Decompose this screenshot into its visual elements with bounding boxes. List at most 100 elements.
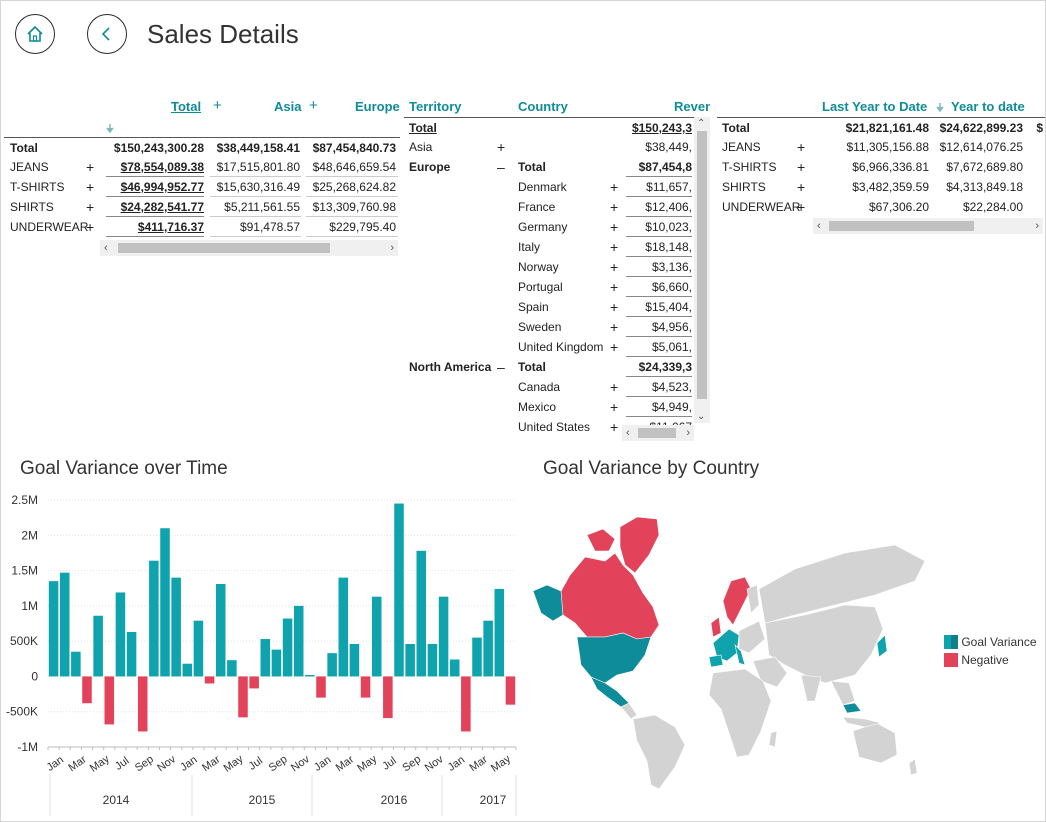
bar[interactable] (416, 550, 427, 677)
ytd-matrix-hscroll[interactable]: ‹ › (813, 218, 1043, 234)
bar[interactable] (505, 676, 516, 705)
scroll-thumb[interactable] (638, 428, 676, 438)
map-region-malaysia[interactable] (842, 702, 862, 714)
bar[interactable] (494, 588, 505, 677)
territory-matrix-hscroll[interactable]: ‹ › (622, 425, 694, 441)
map-region-central-america[interactable] (620, 702, 638, 720)
bar[interactable] (160, 528, 170, 677)
bar[interactable] (260, 639, 271, 677)
table-row[interactable]: France + $12,406, (404, 197, 710, 217)
bar[interactable] (48, 581, 59, 677)
expand-row-icon[interactable]: + (86, 159, 95, 175)
sort-arrow-icon[interactable] (936, 103, 944, 112)
expand-country-icon[interactable]: + (610, 419, 619, 435)
map-region-new-zealand[interactable] (908, 758, 918, 776)
scroll-left-icon[interactable]: ‹ (817, 220, 821, 232)
scroll-left-icon[interactable]: ‹ (104, 242, 108, 254)
expand-country-icon[interactable]: + (610, 279, 619, 295)
bar[interactable] (449, 659, 460, 677)
sort-arrow-icon[interactable] (106, 124, 114, 133)
goal-variance-map[interactable] (525, 505, 935, 795)
table-row[interactable]: Portugal + $6,660, (404, 277, 710, 297)
map-region-asia[interactable] (764, 604, 884, 684)
scroll-left-icon[interactable]: ‹ (626, 427, 630, 439)
bar[interactable] (472, 637, 482, 677)
expand-country-icon[interactable]: + (610, 219, 619, 235)
bar[interactable] (349, 643, 360, 677)
bar[interactable] (461, 676, 471, 732)
bar[interactable] (115, 592, 126, 677)
scroll-up-icon[interactable]: ⌃ (697, 118, 706, 129)
expand-row-icon[interactable]: + (86, 199, 95, 215)
bar[interactable] (249, 676, 259, 689)
table-row[interactable]: UNDERWEAR + $411,716.37 $91,478.57 $229,… (4, 217, 400, 237)
table-row[interactable]: SHIRTS + $3,482,359.59 $4,313,849.18 (717, 177, 1045, 197)
column-header-revenue[interactable]: Reven (674, 99, 710, 114)
bar[interactable] (360, 676, 371, 698)
expand-country-icon[interactable]: + (610, 299, 619, 315)
bar[interactable] (483, 620, 493, 677)
expand-row-icon[interactable]: + (797, 139, 806, 155)
expand-territory-icon[interactable]: – (497, 359, 505, 375)
expand-country-icon[interactable]: + (610, 239, 619, 255)
bar[interactable] (383, 676, 393, 719)
bar[interactable] (149, 560, 159, 677)
expand-total-icon[interactable]: + (213, 97, 222, 114)
legend-item[interactable]: Goal Variance (944, 635, 1037, 653)
bar[interactable] (182, 663, 193, 677)
map-region-alaska[interactable] (532, 584, 564, 622)
map-region-middle-east[interactable] (752, 656, 788, 688)
table-row[interactable]: Asia + $38,449, (404, 137, 710, 157)
map-region-madagascar[interactable] (768, 730, 778, 748)
table-row[interactable]: JEANS + $11,305,156.88 $12,614,076.25 (717, 137, 1045, 157)
table-row[interactable]: Germany + $10,023, (404, 217, 710, 237)
map-region-india[interactable] (800, 674, 822, 702)
expand-country-icon[interactable]: + (610, 179, 619, 195)
column-header-year-to-date[interactable]: Year to date (951, 99, 1025, 114)
table-row[interactable]: T-SHIRTS + $6,966,336.81 $7,672,689.80 (717, 157, 1045, 177)
scroll-right-icon[interactable]: › (1035, 220, 1039, 232)
expand-country-icon[interactable]: + (610, 199, 619, 215)
expand-country-icon[interactable]: + (610, 319, 619, 335)
map-region-spain[interactable] (708, 654, 724, 668)
bar[interactable] (71, 651, 81, 677)
map-region-southeast-asia[interactable] (830, 680, 856, 706)
expand-territory-icon[interactable]: + (497, 139, 506, 155)
table-row[interactable]: UNDERWEAR + $67,306.20 $22,284.00 (717, 197, 1045, 217)
bar[interactable] (238, 676, 248, 718)
table-row[interactable]: North America – Total $24,339,3 (404, 357, 710, 377)
column-header-last-year-to-date[interactable]: Last Year to Date (822, 99, 928, 114)
map-region-uk[interactable] (710, 616, 722, 638)
expand-row-icon[interactable]: + (797, 159, 806, 175)
table-row[interactable]: SHIRTS + $24,282,541.77 $5,211,561.55 $1… (4, 197, 400, 217)
back-button[interactable] (87, 14, 127, 54)
map-region-united-states[interactable] (576, 632, 652, 684)
expand-country-icon[interactable]: + (610, 259, 619, 275)
map-region-south-america[interactable] (632, 714, 686, 790)
map-region-scandinavia[interactable] (722, 576, 752, 626)
bar[interactable] (59, 572, 70, 677)
column-header-europe[interactable]: Europe (355, 99, 400, 114)
expand-asia-icon[interactable]: + (309, 97, 318, 114)
table-row[interactable]: Italy + $18,148, (404, 237, 710, 257)
bar[interactable] (405, 643, 415, 677)
table-row[interactable]: United Kingdom + $5,061, (404, 337, 710, 357)
map-region-russia[interactable] (758, 544, 926, 624)
table-row[interactable]: Total $150,243,3 (404, 117, 710, 137)
expand-country-icon[interactable]: + (610, 379, 619, 395)
bar[interactable] (93, 615, 103, 677)
bar[interactable] (438, 596, 449, 677)
table-row[interactable]: Total $150,243,300.28 $38,449,158.41 $87… (4, 137, 400, 157)
scroll-right-icon[interactable]: › (686, 427, 690, 439)
scroll-thumb[interactable] (118, 243, 330, 253)
map-region-africa[interactable] (708, 668, 772, 758)
map-region-eastern-europe[interactable] (738, 620, 766, 654)
scroll-thumb[interactable] (697, 131, 707, 399)
product-matrix-hscroll[interactable]: ‹ › (100, 240, 398, 256)
scroll-right-icon[interactable]: › (390, 242, 394, 254)
map-region-canada-islands[interactable] (586, 528, 616, 552)
expand-row-icon[interactable]: + (86, 179, 95, 195)
bar[interactable] (271, 649, 282, 677)
bar[interactable] (104, 676, 115, 725)
